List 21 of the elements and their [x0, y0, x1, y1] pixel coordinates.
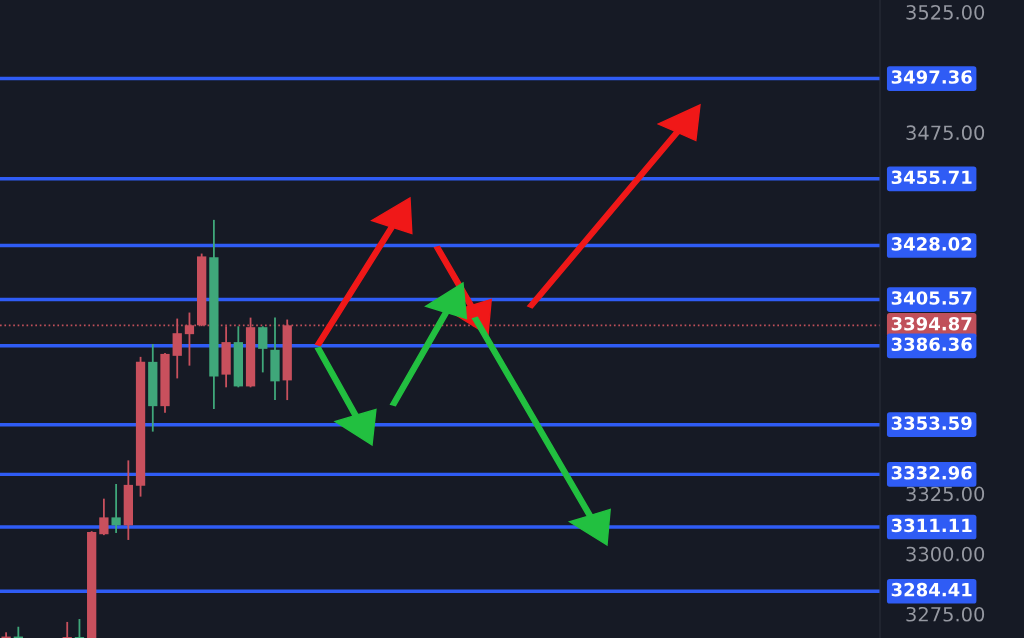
candlestick	[99, 498, 109, 536]
ref-line-label: 3405.57	[891, 291, 972, 305]
candlestick	[172, 318, 182, 379]
ref-line-label: 3497.36	[891, 70, 972, 84]
ref-line-label: 3332.96	[891, 465, 972, 480]
ref-line-label: 3284.41	[891, 582, 972, 597]
y-tick-label: 3475.00	[906, 125, 985, 141]
candlestick	[258, 326, 268, 373]
ref-line-label: 3394.87	[891, 316, 972, 331]
ref-line-label: 3353.59	[891, 416, 972, 430]
y-tick-label: 3300.00	[906, 546, 985, 562]
candlestick	[74, 619, 85, 638]
candlestick	[62, 621, 72, 638]
ref-line-label: 3311.11	[891, 518, 972, 533]
ref-line-label: 3386.36	[891, 337, 972, 352]
y-tick-label: 3325.00	[906, 486, 985, 502]
y-tick-label: 3525.00	[906, 4, 985, 20]
y-tick-label: 3275.00	[906, 606, 985, 622]
ref-line-label: 3455.71	[891, 170, 972, 185]
ref-line-label: 3428.02	[891, 237, 972, 251]
candlestick	[111, 483, 121, 533]
